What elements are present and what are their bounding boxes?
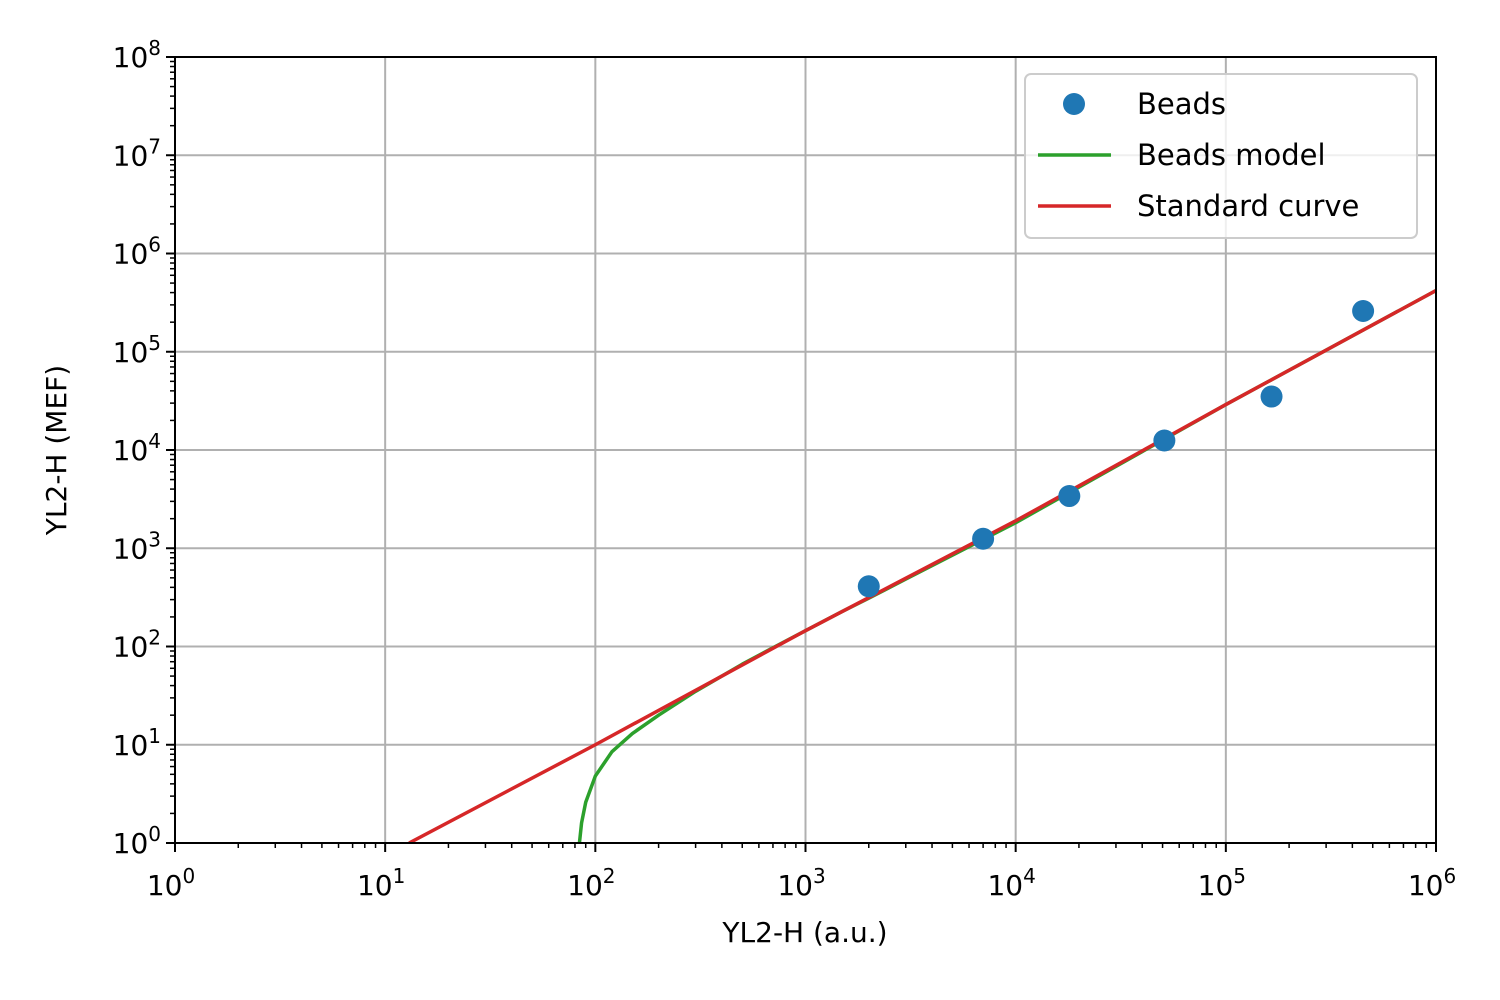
beads-point	[1058, 485, 1081, 508]
y-tick-label: 108	[113, 36, 161, 74]
x-tick-label-base: 10	[777, 869, 813, 902]
y-tick-label-exponent: 2	[148, 626, 161, 650]
x-tick-label-base: 10	[567, 869, 603, 902]
y-tick-label-base: 10	[113, 532, 149, 565]
y-tick-label: 105	[113, 331, 161, 369]
x-tick-label-exponent: 1	[393, 864, 406, 888]
x-tick-label-exponent: 3	[813, 864, 826, 888]
x-tick-label-base: 10	[1408, 869, 1444, 902]
y-tick-label: 100	[113, 822, 161, 860]
legend-marker-beads	[1063, 93, 1085, 115]
x-tick-label-base: 10	[357, 869, 393, 902]
x-axis-label: YL2-H (a.u.)	[721, 916, 887, 949]
y-tick-label-exponent: 7	[148, 134, 161, 158]
y-tick-label: 101	[113, 724, 161, 762]
y-tick-label: 107	[113, 134, 161, 172]
y-tick-label-base: 10	[113, 631, 149, 664]
beads-point	[1260, 385, 1283, 408]
y-tick-label-base: 10	[113, 827, 149, 860]
plot-frame	[174, 56, 1437, 844]
x-tick-label-exponent: 4	[1023, 864, 1036, 888]
x-tick-label-exponent: 5	[1233, 864, 1246, 888]
x-tick-label: 100	[147, 864, 195, 902]
y-tick-label-exponent: 3	[148, 527, 161, 551]
x-tick-label: 104	[987, 864, 1035, 902]
tick-labels: 100 101 102 103 104 105 1061001011021031041051…	[113, 36, 1457, 902]
x-tick-label: 105	[1198, 864, 1246, 902]
x-tick-label-base: 10	[147, 869, 183, 902]
x-tick-label-base: 10	[987, 869, 1023, 902]
major-ticks	[166, 56, 1437, 852]
y-tick-label-base: 10	[113, 41, 149, 74]
legend-label-beads-model: Beads model	[1137, 138, 1326, 172]
standard-curve-line	[408, 288, 1436, 843]
y-tick-label-exponent: 5	[148, 331, 161, 355]
y-axis-label: YL2-H (MEF)	[40, 365, 73, 536]
legend-entries: Beads Beads model Standard curve	[1038, 87, 1359, 223]
y-tick-label: 102	[113, 626, 161, 664]
y-tick-label: 104	[113, 429, 161, 467]
y-tick-label-base: 10	[113, 729, 149, 762]
x-tick-label: 101	[357, 864, 405, 902]
legend-label-standard-curve: Standard curve	[1137, 189, 1359, 223]
y-tick-label-exponent: 6	[148, 233, 161, 257]
legend: Beads Beads model Standard curve	[1024, 73, 1418, 239]
x-tick-label-base: 10	[1198, 869, 1234, 902]
legend-label-beads: Beads	[1137, 87, 1226, 121]
beads-point	[857, 575, 880, 598]
y-tick-label-exponent: 1	[148, 724, 161, 748]
y-tick-label: 103	[113, 527, 161, 565]
y-tick-label-exponent: 8	[148, 36, 161, 60]
beads-point	[1352, 299, 1375, 322]
x-tick-label-exponent: 6	[1443, 864, 1456, 888]
beads-point	[972, 527, 995, 550]
y-tick-label-exponent: 4	[148, 429, 161, 453]
y-tick-label-base: 10	[113, 434, 149, 467]
series-layer	[408, 288, 1436, 843]
y-tick-label-base: 10	[113, 238, 149, 271]
x-tick-label-exponent: 2	[603, 864, 616, 888]
y-tick-label-base: 10	[113, 336, 149, 369]
x-tick-label: 103	[777, 864, 825, 902]
y-tick-label-exponent: 0	[148, 822, 161, 846]
y-tick-label-base: 10	[113, 139, 149, 172]
beads-point	[1153, 429, 1176, 452]
legend-frame	[1024, 73, 1418, 239]
y-tick-label: 106	[113, 233, 161, 271]
x-tick-label: 102	[567, 864, 615, 902]
x-tick-label-exponent: 0	[182, 864, 195, 888]
x-tick-label: 106	[1408, 864, 1456, 902]
